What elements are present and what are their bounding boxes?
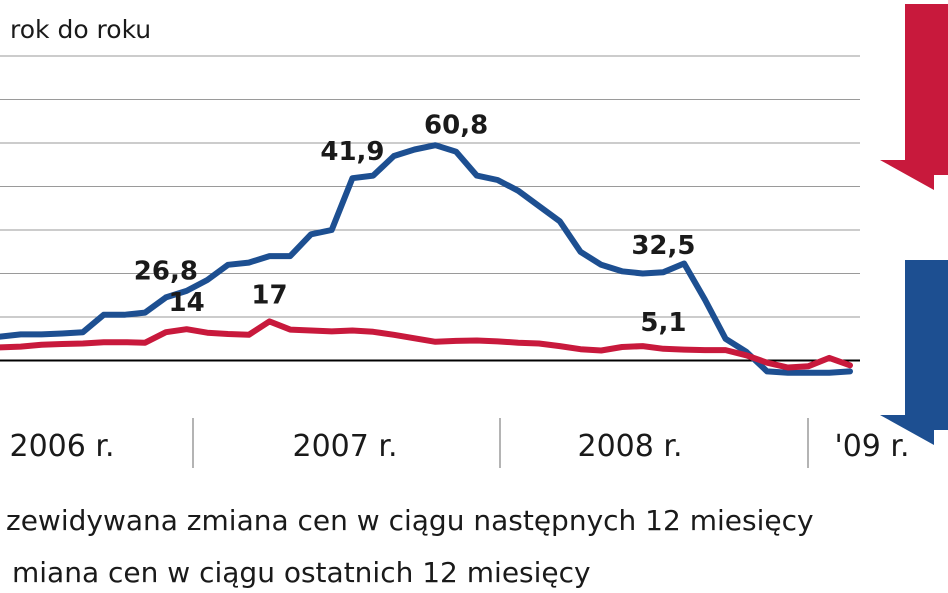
data-label: 26,8: [134, 256, 198, 286]
red-arrow-decoration: [880, 4, 948, 190]
series-line-1: [0, 142, 853, 376]
legend: zewidywana zmiana cen w ciągu następnych…: [6, 504, 814, 589]
data-label: 60,8: [424, 111, 488, 141]
data-label: 41,9: [320, 137, 384, 167]
x-tick-label: 2008 r.: [578, 429, 683, 464]
series-line-2: [0, 318, 853, 371]
data-label: 17: [251, 280, 287, 310]
x-tick-label: '09 r.: [834, 429, 909, 464]
y-axis-label: rok do roku: [10, 15, 151, 44]
x-tick-label: 2007 r.: [293, 429, 398, 464]
data-labels: 26,8 41,9 60,8 32,5 14 17 5,1: [134, 111, 696, 338]
legend-entry: zewidywana zmiana cen w ciągu następnych…: [6, 504, 814, 537]
x-tick-label: 2006 r.: [10, 429, 115, 464]
series-group: [0, 142, 853, 376]
legend-entry: miana cen w ciągu ostatnich 12 miesięcy: [12, 556, 591, 589]
data-label: 32,5: [631, 231, 695, 261]
grid: [0, 55, 860, 318]
data-label: 5,1: [640, 308, 686, 338]
x-axis: 2006 r. 2007 r. 2008 r. '09 r.: [10, 418, 910, 468]
blue-arrow-decoration: [880, 260, 948, 445]
data-label: 14: [168, 288, 204, 318]
